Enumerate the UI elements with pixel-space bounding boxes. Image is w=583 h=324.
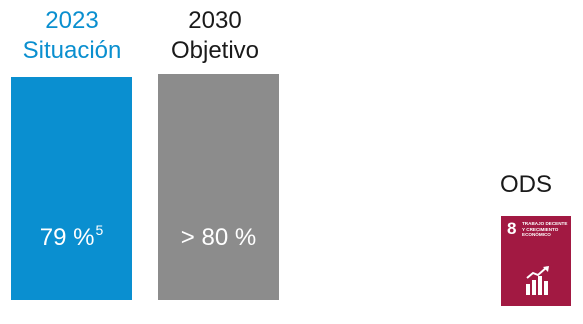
- ods-label: ODS: [500, 171, 553, 198]
- sdg-number: 8: [507, 219, 517, 238]
- column-label-situacion: Situación: [22, 37, 122, 64]
- bar-value-text-2030: > 80 %: [180, 224, 257, 251]
- bar-value-label-2023: 79 %5: [11, 216, 132, 252]
- column-label-objetivo: Objetivo: [170, 37, 260, 64]
- column-header-2030: 2030 Objetivo: [150, 6, 280, 66]
- bar-value-label-2030: > 80 %: [158, 224, 279, 252]
- column-header-2023: 2023 Situación: [0, 6, 144, 66]
- footnote-marker: 5: [95, 222, 104, 238]
- bar-value-text-2023: 79 %: [39, 224, 95, 251]
- sdg-title: Trabajo decente y crecimiento económico: [522, 221, 568, 237]
- sdg-8-decent-work-icon: 8 Trabajo decente y crecimiento económic…: [501, 216, 571, 306]
- column-year-2030: 2030: [188, 7, 242, 34]
- growth-chart-icon: [526, 266, 549, 295]
- column-year-2023: 2023: [45, 7, 99, 34]
- bar-2023-situacion: 79 %5: [11, 77, 132, 300]
- bar-2030-objetivo: > 80 %: [158, 74, 279, 300]
